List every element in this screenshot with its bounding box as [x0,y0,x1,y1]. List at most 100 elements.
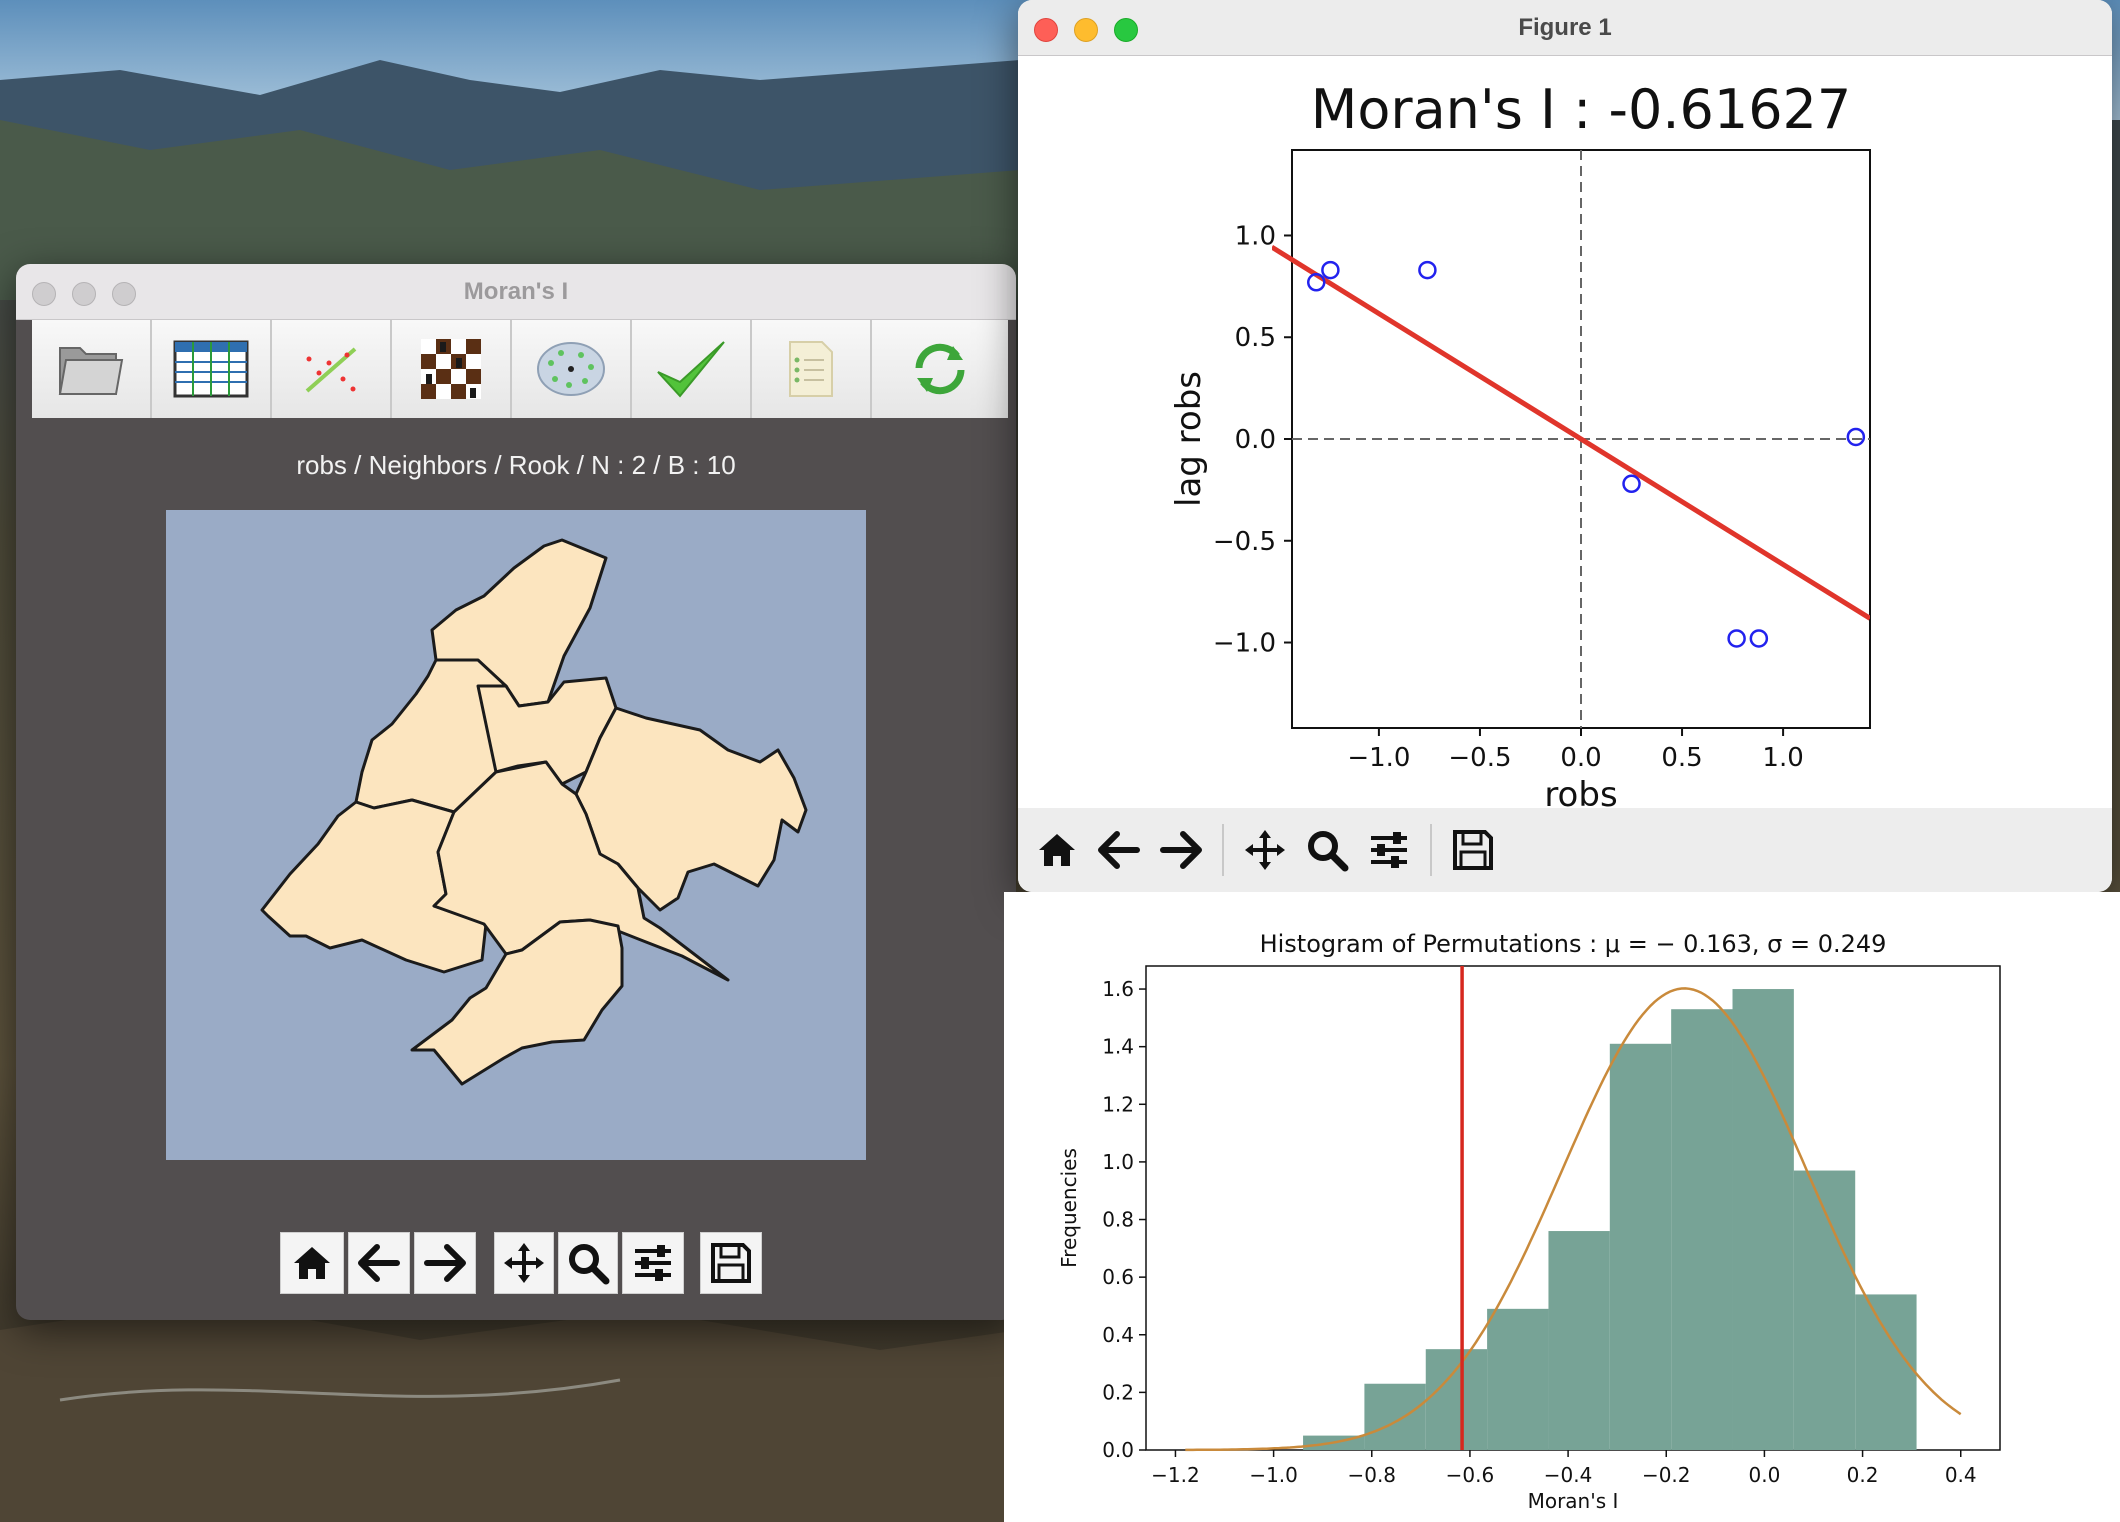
sliders-icon [635,1245,671,1281]
y-tick-label: 0.6 [1102,1265,1134,1289]
figure-nav-toolbar [1018,808,2112,892]
close-button[interactable] [32,282,56,306]
x-tick-label: −0.8 [1347,1463,1396,1487]
table-icon [173,340,249,398]
save-icon [711,1243,751,1283]
histogram-bar [1671,1009,1733,1450]
x-tick-label: −0.6 [1446,1463,1495,1487]
map-region [410,918,624,1086]
histogram-bar [1855,1294,1917,1450]
arrow-right-icon [424,1244,466,1282]
home-button[interactable] [1028,819,1086,881]
minimize-button[interactable] [1074,18,1098,42]
histogram-bar [1548,1231,1610,1450]
y-tick-label: 0.2 [1102,1380,1134,1404]
x-tick-label: 0.2 [1847,1463,1879,1487]
y-tick-label: 0.0 [1102,1438,1134,1462]
scatter-point [1418,260,1437,280]
y-tick-label: 0.4 [1102,1323,1134,1347]
minimize-button[interactable] [72,282,96,306]
zoom-button[interactable] [112,282,136,306]
chessboard-icon [421,339,481,399]
scatter-point [1749,629,1769,648]
cluster-map-button[interactable] [512,320,632,418]
y-tick-label: 0.5 [1235,323,1276,353]
figure-titlebar[interactable]: Figure 1 [1018,0,2112,56]
y-axis-label: Frequencies [1057,1148,1081,1268]
x-tick-label: −1.2 [1151,1463,1200,1487]
checkmark-icon [657,341,725,398]
map-nav-group-2 [494,1232,684,1294]
zoom-button-map[interactable] [558,1232,618,1294]
x-tick-label: −0.2 [1642,1463,1691,1487]
sliders-icon [1371,832,1407,868]
x-tick-label: 1.0 [1762,743,1803,773]
map-region [432,760,730,982]
home-button[interactable] [280,1232,344,1294]
y-tick-label: 1.4 [1102,1035,1134,1059]
x-tick-label: 0.0 [1560,743,1601,773]
forward-button[interactable] [414,1232,476,1294]
x-tick-label: −1.0 [1347,743,1410,773]
arrow-right-icon [1160,831,1202,869]
figure-1-window: Figure 1 Moran's I : -0.61627 −1.0 −0.5 0.0… [1018,0,2112,892]
refresh-icon [915,343,965,395]
pan-button[interactable] [494,1232,554,1294]
window-title: Moran's I [463,278,569,305]
scatter-icon [305,347,357,393]
scatter-button[interactable] [272,320,392,418]
y-axis-label: lag robs [1169,371,1209,507]
scatter-point [1727,629,1746,648]
histogram-bar [1364,1383,1426,1450]
magnifier-icon [1308,831,1349,872]
chessboard-button[interactable] [392,320,512,418]
histogram-bar [1609,1043,1672,1450]
zoom-button-figure[interactable] [1298,819,1356,881]
configure-button[interactable] [622,1232,684,1294]
y-tick-label: 1.2 [1102,1092,1134,1116]
scatter-point [1321,260,1340,280]
open-folder-button[interactable] [32,320,152,418]
save-button[interactable] [1444,819,1502,881]
map-nav-group-3 [700,1232,762,1294]
x-tick-label: −1.0 [1249,1463,1298,1487]
normal-curve [1185,987,1962,1452]
regression-line [1272,244,1870,621]
toolbar [32,320,1008,418]
scatter-point [1622,474,1641,494]
save-button[interactable] [700,1232,762,1294]
chart-title: Histogram of Permutations : μ = − 0.163,… [1260,930,1887,958]
move-icon [504,1243,544,1283]
y-tick-label: 1.0 [1102,1150,1134,1174]
back-button[interactable] [1090,819,1148,881]
back-button[interactable] [348,1232,410,1294]
zoom-button[interactable] [1114,18,1138,42]
pan-button[interactable] [1236,819,1294,881]
x-tick-label: 0.5 [1661,743,1702,773]
close-button[interactable] [1034,18,1058,42]
report-button[interactable] [752,320,872,418]
map-caption: robs / Neighbors / Rook / N : 2 / B : 10 [296,450,736,480]
moran-scatter-plot: Moran's I : -0.61627 −1.0 −0.5 0.0 0.5 1.0 1.0… [1169,78,1871,808]
permutation-histogram: Histogram of Permutations : μ = − 0.163,… [1057,930,2001,1513]
open-folder-icon [58,347,124,395]
report-icon [789,341,833,397]
x-axis-label: robs [1544,775,1617,808]
move-icon [1245,830,1285,870]
histogram-bar [1425,1349,1488,1450]
y-tick-label: 0.0 [1235,425,1276,455]
table-button[interactable] [152,320,272,418]
map-nav-group-1 [280,1232,476,1294]
morans-i-titlebar[interactable]: Moran's I [16,264,1016,320]
x-tick-label: 0.4 [1945,1463,1977,1487]
x-tick-label: −0.5 [1448,743,1511,773]
window-title: Figure 1 [1518,14,1612,41]
arrow-left-icon [1098,831,1140,869]
refresh-button[interactable] [872,320,1008,418]
scatter-point [1307,273,1326,292]
y-tick-label: 1.0 [1235,221,1276,251]
forward-button[interactable] [1152,819,1210,881]
validate-button[interactable] [632,320,752,418]
map-panel [166,510,866,1160]
configure-button[interactable] [1360,819,1418,881]
